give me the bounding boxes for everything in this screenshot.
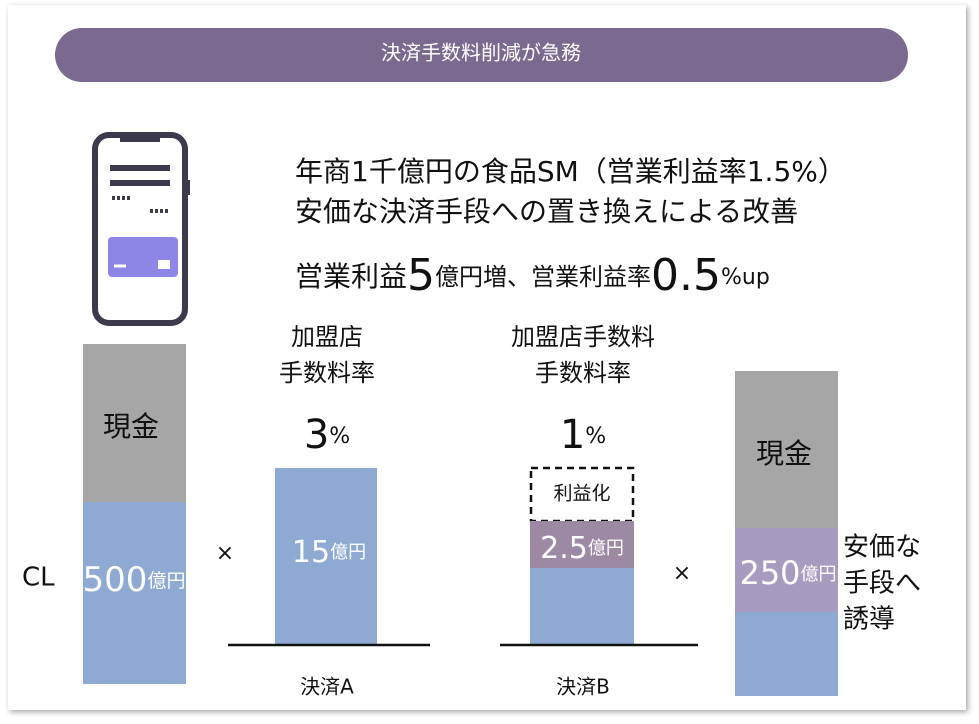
fee-amount: 15億円 <box>292 535 366 570</box>
cash-segment <box>735 371 838 528</box>
amount-value: 15 <box>292 535 330 570</box>
rate-heading: 手数料率 <box>279 359 375 387</box>
amount-unit: 億円 <box>588 538 624 559</box>
cash-label: 現金 <box>756 437 812 470</box>
headline-unit: %up <box>721 265 770 290</box>
banner-title: 決済手数料削減が急務 <box>381 41 581 65</box>
card-icon <box>108 237 178 277</box>
side-label: 手段へ <box>843 569 921 599</box>
amount-value: 250 <box>739 554 800 592</box>
operator: × <box>673 561 691 586</box>
amount-unit: 億円 <box>147 570 185 592</box>
amount-value: 500 <box>83 560 148 600</box>
cash-segment <box>83 344 186 502</box>
rate-heading: 加盟店手数料 <box>511 323 655 351</box>
cash-label: 現金 <box>103 410 159 443</box>
side-label: CL <box>22 563 55 593</box>
card-chip <box>158 260 170 269</box>
rate: 1% <box>560 412 606 458</box>
side-label: 誘導 <box>843 605 895 635</box>
cashless-amount: 500億円 <box>83 560 186 600</box>
rate-heading: 手数料率 <box>535 359 631 387</box>
amount-unit: 億円 <box>330 542 366 563</box>
banner-bg <box>55 28 908 82</box>
rate-value: 3 <box>304 412 329 458</box>
headline-text: 営業利益 <box>295 260 407 293</box>
headline-number: 0.5 <box>651 250 721 301</box>
headline-line1: 年商1千億円の食品SM（営業利益率1.5%） <box>295 155 846 188</box>
rate: 3% <box>304 412 350 458</box>
headline-line2: 安価な決済手段への置き換えによる改善 <box>295 195 798 228</box>
cashless-segment <box>83 502 186 684</box>
operator: × <box>216 541 234 566</box>
fee-bar <box>530 568 634 645</box>
rate-unit: % <box>329 424 350 449</box>
rate-unit: % <box>585 424 606 449</box>
payment-label: 決済A <box>300 675 354 699</box>
fee-bar <box>275 468 377 645</box>
shifted-segment <box>735 528 838 612</box>
amount-unit: 億円 <box>801 564 837 585</box>
rate-heading: 加盟店 <box>291 323 363 351</box>
phone-icon <box>92 132 188 326</box>
side-label: 安価な <box>843 533 921 563</box>
payment-label: 決済B <box>556 675 610 699</box>
headline-text: 億円増、営業利益率 <box>435 263 651 291</box>
headline-line3: 営業利益5億円増、営業利益率0.5%up <box>295 250 770 301</box>
cashless-segment <box>735 612 838 696</box>
rate-value: 1 <box>560 412 585 458</box>
headline-number: 5 <box>407 250 435 301</box>
shifted-amount: 250億円 <box>739 554 836 592</box>
profit-label: 利益化 <box>553 483 610 505</box>
fee-segment <box>530 521 634 568</box>
amount-value: 2.5 <box>540 531 588 566</box>
fee-amount: 2.5億円 <box>540 531 624 566</box>
